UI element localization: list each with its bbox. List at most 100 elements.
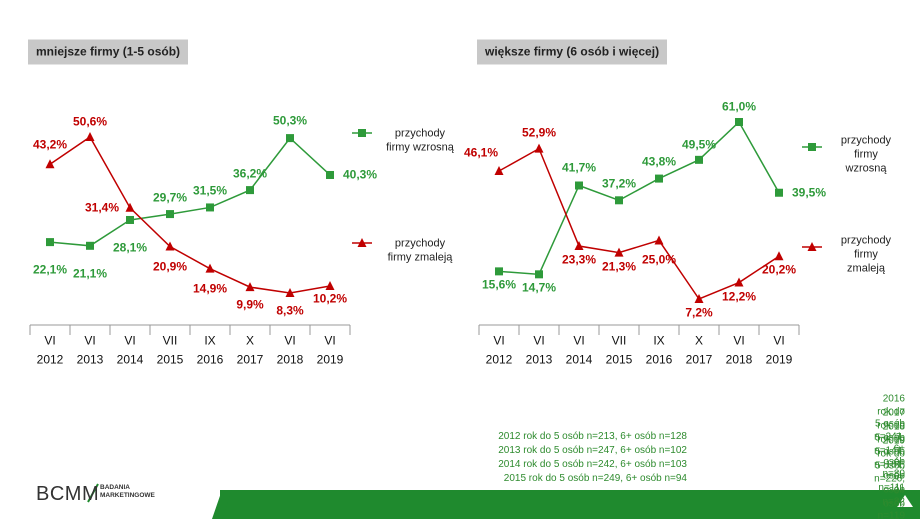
footnote: 2015 rok do 5 osób n=249, 6+ osób n=94 <box>503 472 687 484</box>
data-point <box>615 196 623 205</box>
data-label: 31,4% <box>84 200 120 215</box>
data-point <box>494 166 504 176</box>
logo-tagline: BADANIA MARKETINGOWE <box>100 484 155 499</box>
data-point <box>655 174 663 183</box>
series-line <box>498 147 780 300</box>
data-point <box>614 247 624 257</box>
footnote: 2013 rok do 5 osób n=247, 6+ osób n=102 <box>498 444 687 456</box>
data-label: 8,3% <box>276 303 304 318</box>
legend-label: przychody firmy zmaleją <box>840 234 892 274</box>
data-point <box>205 263 215 273</box>
legend-label: przychody firmy wzrosną <box>840 134 892 174</box>
footnote: 2018 rok do 5 osób n=181, 6+ osób n=82 <box>874 421 906 508</box>
x-tick-label: VI 2014 <box>116 333 144 366</box>
legend-marker <box>357 238 367 247</box>
data-label: 39,5% <box>791 185 827 200</box>
data-label: 61,0% <box>721 99 757 114</box>
data-label: 20,9% <box>152 259 188 274</box>
data-point <box>86 241 94 250</box>
data-point <box>695 155 703 164</box>
data-point <box>286 134 294 143</box>
data-point <box>325 280 335 290</box>
data-point <box>125 202 135 212</box>
footnote: 2019 rok do 5 osób n=226, 6+ osób n=119 <box>874 435 906 519</box>
data-point <box>694 294 704 303</box>
data-point <box>735 118 743 126</box>
data-label: 50,6% <box>72 114 108 129</box>
legend-label: przychody firmy zmaleją <box>387 237 453 263</box>
data-point <box>166 210 174 219</box>
data-label: 40,3% <box>342 167 378 182</box>
logo-slash <box>87 483 99 503</box>
x-tick-label: VI 2019 <box>316 333 344 366</box>
data-label: 12,2% <box>721 289 757 304</box>
x-tick-label: VII 2015 <box>156 333 184 366</box>
data-label: 25,0% <box>641 252 677 267</box>
data-label: 7,2% <box>685 305 713 320</box>
footnote: 2012 rok do 5 osób n=213, 6+ osób n=128 <box>498 430 687 442</box>
x-tick-label: VI 2014 <box>565 333 593 366</box>
data-label: 15,6% <box>481 277 517 292</box>
data-label: 14,7% <box>521 280 557 295</box>
data-label: 22,1% <box>32 262 68 277</box>
footer-icon <box>897 495 913 507</box>
data-point <box>46 238 54 247</box>
footer-bar <box>220 490 920 519</box>
data-point <box>246 186 254 195</box>
chart-title: mniejsze firmy (1-5 osób) <box>28 39 189 65</box>
x-tick-label: IX 2016 <box>196 333 224 366</box>
data-point <box>575 181 583 190</box>
data-label: 23,3% <box>561 252 597 267</box>
data-label: 21,3% <box>601 259 637 274</box>
footnote: 2014 rok do 5 osób n=242, 6+ osób n=103 <box>498 458 687 470</box>
data-point <box>245 282 255 292</box>
x-tick-label: VI 2018 <box>276 333 304 366</box>
data-label: 37,2% <box>601 176 637 191</box>
x-tick-label: VI 2013 <box>76 333 104 366</box>
x-tick-label: IX 2016 <box>645 333 673 366</box>
x-tick-label: VII 2015 <box>605 333 633 366</box>
data-label: 20,2% <box>761 262 797 277</box>
data-point <box>326 170 334 179</box>
x-tick-label: VI 2019 <box>765 333 793 366</box>
data-point <box>574 241 584 251</box>
data-point <box>206 203 214 212</box>
x-tick-label: X 2017 <box>236 333 264 366</box>
x-tick-label: VI 2018 <box>725 333 753 366</box>
data-label: 9,9% <box>236 297 264 312</box>
data-point <box>734 277 744 287</box>
data-label: 49,5% <box>681 137 717 152</box>
logo-name: BCMM <box>36 483 100 505</box>
data-point <box>285 288 295 297</box>
data-label: 28,1% <box>112 240 148 255</box>
data-label: 52,9% <box>521 125 557 140</box>
data-point <box>535 270 543 279</box>
x-tick-label: X 2017 <box>685 333 713 366</box>
x-tick-label: VI 2012 <box>485 333 513 366</box>
legend-marker <box>358 129 366 137</box>
data-label: 41,7% <box>561 160 597 175</box>
data-point <box>45 159 55 169</box>
data-label: 46,1% <box>463 145 499 160</box>
data-point <box>85 132 95 141</box>
data-point <box>774 251 784 261</box>
footer-bar-edge <box>212 490 232 519</box>
data-label: 10,2% <box>312 291 348 306</box>
data-label: 14,9% <box>192 281 228 296</box>
data-label: 43,2% <box>32 137 68 152</box>
data-point <box>165 241 175 251</box>
data-point <box>775 188 783 197</box>
data-label: 36,2% <box>232 166 268 181</box>
series-line <box>49 135 331 294</box>
legend-label: przychody firmy wzrosną <box>386 127 454 153</box>
data-label: 50,3% <box>272 113 308 128</box>
data-label: 21,1% <box>72 266 108 281</box>
data-point <box>495 267 503 276</box>
legend-marker <box>808 143 816 151</box>
data-point <box>126 215 134 224</box>
chart-title: większe firmy (6 osób i więcej) <box>477 39 668 65</box>
data-label: 29,7% <box>152 190 188 205</box>
data-label: 31,5% <box>192 183 228 198</box>
